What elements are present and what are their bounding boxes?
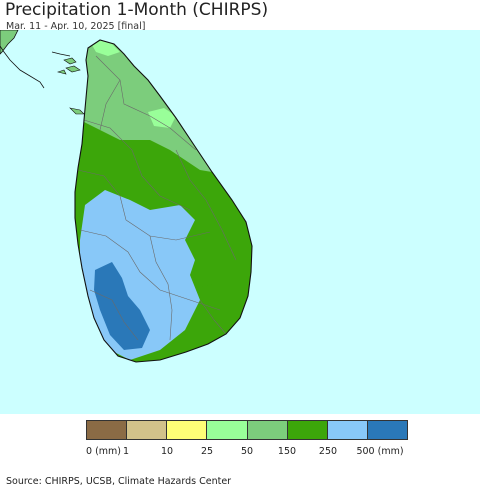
legend-label-150: 150 [277,446,297,457]
legend-swatch-4 [247,421,288,439]
legend-label-500: 500 (mm) [356,446,404,457]
precipitation-map [0,30,480,414]
legend-swatch-0 [87,421,128,439]
legend-swatch-3 [207,421,248,439]
source-credit: Source: CHIRPS, UCSB, Climate Hazards Ce… [6,476,232,487]
legend-swatch-2 [167,421,208,439]
india-coast [0,30,19,55]
legend-label-50: 50 [240,446,254,457]
legend-label-0: 0 (mm) [86,446,121,457]
legend-swatch-5 [287,421,328,439]
legend-labels: 0 (mm) 1 10 25 50 150 250 500 (mm) [0,446,480,460]
legend-label-25: 25 [200,446,214,457]
sri-lanka-coastline [74,39,253,363]
legend-label-250: 250 [318,446,338,457]
legend-label-10: 10 [160,446,174,457]
legend-label-1: 1 [122,446,130,457]
legend-colorbar [86,420,408,440]
legend-swatch-7 [367,421,407,439]
district-borders [77,55,237,341]
map-subtitle: Mar. 11 - Apr. 10, 2025 [final] [6,21,146,32]
legend-swatch-6 [327,421,368,439]
jaffna-islands [56,57,81,75]
legend-swatch-1 [127,421,168,439]
map-title: Precipitation 1-Month (CHIRPS) [5,0,269,20]
